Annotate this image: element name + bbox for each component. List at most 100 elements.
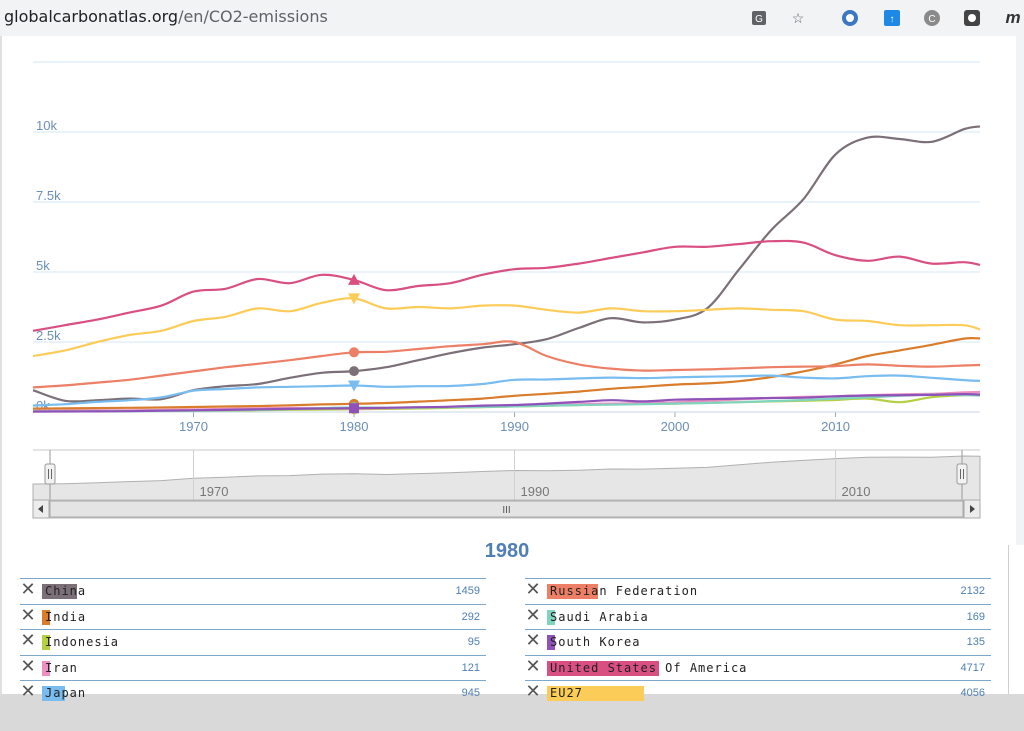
x-tick-label: 1970	[179, 419, 208, 434]
legend-row[interactable]: ✕ EU27 4056	[525, 680, 991, 706]
legend-row[interactable]: ✕ Russian Federation 2132	[525, 578, 991, 604]
series-line-china	[32, 125, 981, 403]
marker-united-states-of-america	[348, 273, 361, 285]
profile-icon[interactable]: m	[1005, 8, 1021, 27]
legend-value-bar	[547, 635, 555, 650]
chart-grid	[33, 61, 980, 413]
side-panel	[1008, 545, 1024, 695]
url-path: /en/CO2-emissions	[178, 7, 328, 26]
navigator-tick-label: 2010	[842, 484, 871, 499]
year-markers	[348, 273, 361, 415]
legend-value: 121	[461, 661, 480, 674]
legend-value: 292	[461, 610, 480, 623]
extension-icon[interactable]	[962, 8, 982, 28]
legend-value: 4056	[960, 687, 985, 699]
legend-value: 95	[467, 636, 480, 648]
legend-row[interactable]: ✕ China 1459	[20, 578, 486, 604]
legend-value: 135	[966, 636, 985, 648]
x-tick-label: 1980	[340, 419, 369, 434]
svg-text:G: G	[755, 14, 763, 25]
legend-country-name: United States Of America	[550, 660, 748, 675]
remove-icon[interactable]: ✕	[20, 681, 36, 702]
marker-japan	[348, 380, 361, 392]
arrow-right-icon	[970, 505, 975, 513]
x-axis-ticks: 1970 1980 1990 2000 2010	[33, 411, 980, 434]
legend-value: 4717	[960, 661, 985, 674]
legend-value-bar	[42, 660, 50, 676]
legend-country-name: India	[45, 609, 87, 624]
address-bar[interactable]: globalcarbonatlas.org/en/CO2-emissions	[4, 7, 328, 26]
legend-left-column: ✕ China 1459 ✕ India 292 ✕ Indonesia 95 ✕ Iran 121 ✕…	[20, 578, 486, 706]
marker-russian-federation	[349, 347, 360, 358]
y-tick-label: 10k	[36, 118, 57, 133]
remove-icon[interactable]: ✕	[525, 579, 541, 600]
legend-value: 945	[461, 687, 480, 699]
legend-country-name: Russian Federation	[550, 584, 699, 598]
remove-icon[interactable]: ✕	[20, 579, 36, 600]
legend-country-name: South Korea	[550, 635, 641, 649]
series-line-south-korea	[32, 392, 981, 413]
navigator-area	[32, 455, 981, 501]
remove-icon[interactable]: ✕	[20, 604, 36, 626]
legend-row[interactable]: ✕ Saudi Arabia 169	[525, 603, 991, 630]
series-line-united-states-of-america	[32, 239, 981, 332]
legend-value-bar	[547, 660, 659, 676]
selected-year-title: 1980	[484, 540, 530, 562]
bottom-bar	[0, 694, 1024, 731]
legend-row[interactable]: ✕ India 292	[20, 603, 486, 630]
extension-icon[interactable]: C	[922, 8, 942, 28]
legend-row[interactable]: ✕ Iran 121	[20, 654, 486, 681]
series-line-japan	[32, 374, 981, 407]
legend-value: 2132	[960, 585, 985, 597]
navigator-right-handle[interactable]	[956, 463, 968, 485]
legend-row[interactable]: ✕ South Korea 135	[525, 629, 991, 655]
navigator-left-handle[interactable]	[44, 463, 56, 485]
legend-country-name: Japan	[45, 686, 87, 700]
y-tick-label: 5k	[36, 258, 50, 273]
series-line-india	[32, 336, 981, 410]
remove-icon[interactable]: ✕	[20, 655, 36, 677]
range-navigator[interactable]: 1970 1990 2010 III	[32, 449, 981, 519]
extension-icon[interactable]: ↑	[882, 8, 902, 28]
remove-icon[interactable]: ✕	[525, 604, 541, 626]
marker-eu27	[348, 293, 361, 305]
legend-right-column: ✕ Russian Federation 2132 ✕ Saudi Arabia 169 ✕…	[525, 578, 991, 706]
legend-value-bar	[547, 584, 598, 599]
legend-country-name: Indonesia	[45, 635, 120, 649]
extension-icon[interactable]	[840, 8, 860, 28]
legend-country-name: China	[45, 584, 87, 598]
legend-value-bar	[42, 686, 65, 701]
remove-icon[interactable]: ✕	[525, 630, 541, 651]
remove-icon[interactable]: ✕	[525, 681, 541, 702]
legend-row[interactable]: ✕ Japan 945	[20, 680, 486, 706]
legend-country-name: EU27	[550, 686, 583, 700]
remove-icon[interactable]: ✕	[20, 630, 36, 651]
legend-country-name: Saudi Arabia	[550, 609, 649, 624]
star-icon[interactable]: ☆	[791, 9, 805, 26]
scrollbar-grip: III	[502, 505, 510, 516]
legend-row[interactable]: ✕ United States Of America 4717	[525, 654, 991, 681]
series-line-eu27	[32, 297, 981, 358]
legend-value-bar	[547, 686, 644, 701]
legend-value-bar	[42, 609, 50, 625]
remove-icon[interactable]: ✕	[525, 655, 541, 677]
legend-value-bar	[547, 609, 555, 625]
marker-south-korea	[349, 403, 360, 414]
marker-china	[349, 366, 360, 377]
translate-icon[interactable]: G	[749, 8, 769, 28]
legend-country-name: Iran	[45, 660, 78, 675]
browser-toolbar: globalcarbonatlas.org/en/CO2-emissions G…	[0, 0, 1024, 36]
legend-value: 1459	[455, 585, 480, 597]
svg-text:C: C	[928, 14, 935, 25]
x-tick-label: 1990	[500, 419, 529, 434]
scrollbar-thumb[interactable]	[49, 500, 964, 518]
navigator-tick-label: 1970	[200, 484, 229, 499]
chart-series	[32, 125, 981, 413]
y-tick-label: 2.5k	[36, 328, 61, 343]
y-tick-label: 7.5k	[36, 188, 61, 203]
legend-value: 169	[966, 610, 985, 623]
legend-value-bar	[42, 635, 50, 650]
legend-row[interactable]: ✕ Indonesia 95	[20, 629, 486, 655]
